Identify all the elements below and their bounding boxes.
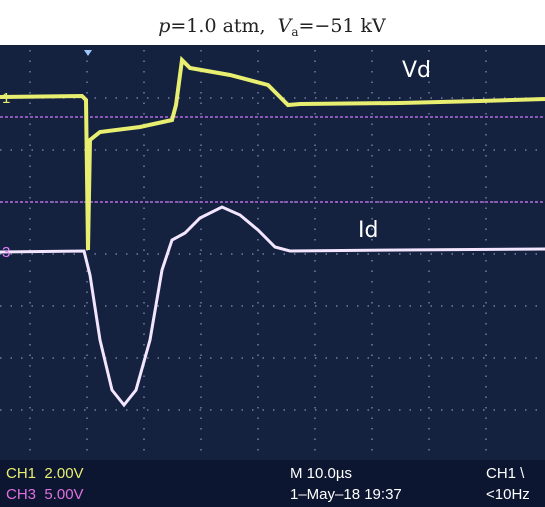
frequency: <10Hz <box>486 486 530 503</box>
vd-label: Vd <box>402 58 431 83</box>
caption-part: =−51 kV <box>298 15 386 37</box>
ch1-scale: CH1 2.00V <box>6 465 84 482</box>
ch1-marker: 1 <box>2 90 10 107</box>
caption-v: V <box>278 15 294 37</box>
scope-screen: Vd Id 1 3 CH1 2.00V CH3 5.00V M 10.0µs 1… <box>0 45 545 507</box>
ch3-scale: CH3 5.00V <box>6 486 84 503</box>
caption-sub: a <box>291 25 298 39</box>
timebase: M 10.0µs <box>290 465 352 482</box>
id-trace <box>0 205 545 408</box>
vd-trace <box>0 55 545 251</box>
date: 1–May–18 19:37 <box>290 486 402 503</box>
graticule <box>0 50 545 455</box>
status-bar <box>0 460 545 507</box>
trigger: CH1 \ <box>486 465 525 482</box>
ch3-marker: 3 <box>2 244 10 261</box>
caption-part: =1.0 atm, <box>170 15 265 37</box>
trigger-marker <box>84 50 92 56</box>
caption-p: p <box>158 15 170 37</box>
caption: p=1.0 atm, Va=−51 kV <box>158 15 386 39</box>
id-label: Id <box>358 218 378 243</box>
